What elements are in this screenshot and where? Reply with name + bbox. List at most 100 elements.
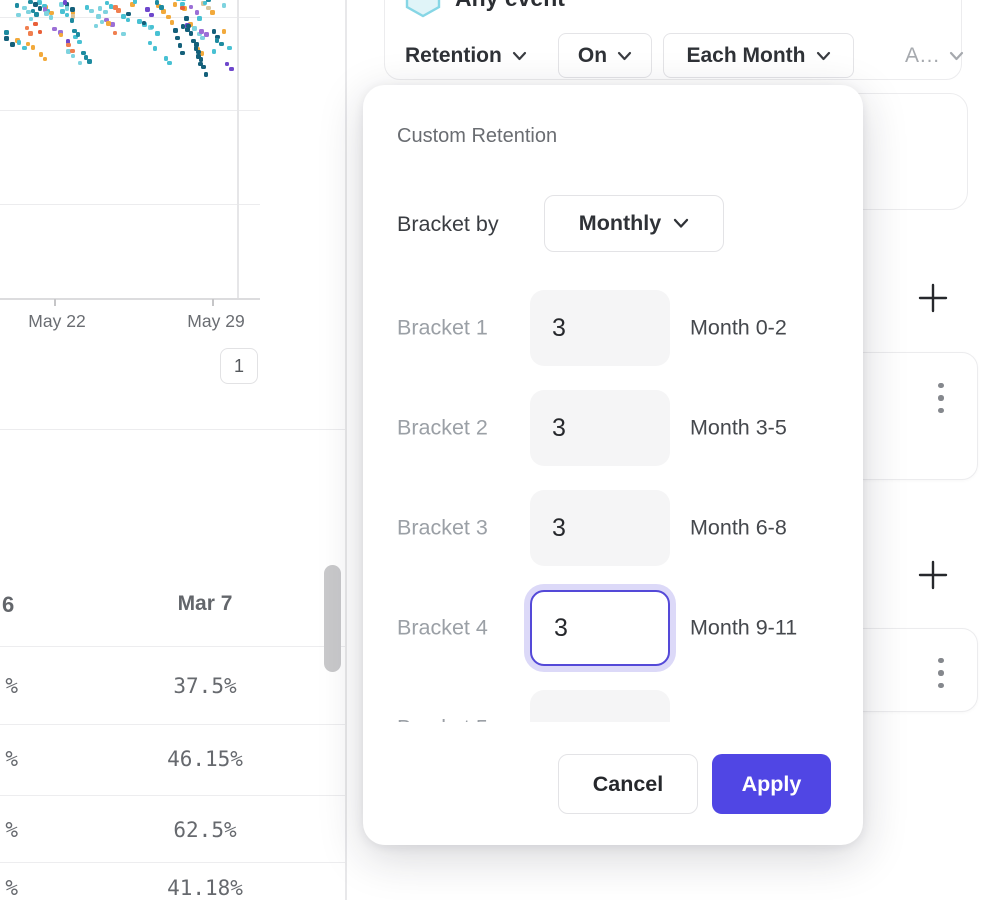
x-axis-tick — [54, 299, 56, 306]
scatter-dot — [145, 7, 150, 12]
chevron-down-icon — [949, 51, 964, 61]
scatter-dot — [96, 13, 101, 19]
scatter-dot — [105, 21, 111, 26]
bracket-label: Bracket 1 — [397, 315, 488, 340]
scatter-dot — [219, 41, 224, 47]
scatter-dot — [177, 43, 183, 48]
scatter-dot — [64, 2, 70, 7]
scatter-dot — [169, 20, 175, 25]
scatter-dot — [224, 61, 230, 67]
scatter-dot — [180, 1, 185, 7]
table-row-separator — [0, 646, 345, 647]
bracket-value-input[interactable] — [530, 690, 670, 722]
scatter-dot — [108, 3, 114, 9]
bracket-row: Bracket 1 Month 0-2 — [363, 290, 863, 366]
vertical-scrollbar-thumb[interactable] — [324, 565, 341, 672]
granularity-dropdown-label: Each Month — [686, 43, 806, 67]
kebab-dot — [938, 658, 944, 664]
truncated-dropdown-label: A… — [905, 44, 941, 67]
bracket-value-input[interactable] — [530, 490, 670, 566]
pagination-page-button[interactable]: 1 — [220, 348, 258, 384]
add-filter-button[interactable] — [916, 281, 950, 315]
section-divider — [0, 429, 345, 430]
scatter-dot — [152, 46, 158, 51]
cancel-button[interactable]: Cancel — [558, 754, 698, 814]
scatter-dot — [112, 5, 118, 10]
scatter-dot — [141, 20, 147, 26]
scatter-dot — [201, 64, 206, 70]
chevron-down-icon — [674, 218, 689, 228]
scatter-dot — [22, 5, 27, 11]
kebab-dot — [938, 407, 944, 413]
scatter-dot — [25, 41, 31, 47]
scatter-dot — [194, 42, 199, 47]
scatter-dot — [203, 32, 209, 37]
chevron-down-icon — [617, 51, 632, 60]
scatter-dot — [121, 31, 126, 37]
scatter-dot — [65, 49, 71, 54]
gridline — [0, 17, 260, 18]
scatter-dot — [132, 0, 138, 4]
scatter-dot — [83, 55, 89, 60]
scatter-dot — [110, 22, 115, 27]
scatter-dot — [191, 38, 196, 44]
scatter-dot — [196, 54, 201, 59]
apply-button[interactable]: Apply — [712, 754, 831, 814]
scatter-dot — [42, 56, 48, 62]
bracket-value-input-focused[interactable] — [530, 590, 670, 666]
scatter-dot — [77, 39, 82, 45]
scatter-dot — [163, 55, 169, 61]
kebab-menu-button[interactable] — [930, 380, 952, 416]
scatter-dot — [188, 31, 194, 36]
measurement-dropdown[interactable]: Retention — [405, 40, 527, 72]
event-selector[interactable]: Any event — [455, 0, 565, 12]
scatter-dot — [202, 0, 208, 6]
scatter-dot — [227, 45, 232, 51]
scatter-dot — [176, 0, 181, 2]
scatter-dot — [99, 19, 105, 25]
bracket-row: Bracket 5 — [363, 690, 863, 722]
kebab-menu-button[interactable] — [930, 655, 952, 691]
measurement-dropdown-label: Retention — [405, 44, 502, 67]
granularity-dropdown[interactable]: Each Month — [663, 33, 854, 78]
scatter-dot — [21, 45, 27, 51]
bracket-value-input[interactable] — [530, 390, 670, 466]
scatter-dot — [197, 31, 202, 37]
scatter-dot — [48, 15, 54, 20]
scatter-dot — [210, 10, 216, 15]
scatter-dot — [89, 8, 95, 14]
scatter-dot — [198, 57, 204, 62]
scatter-dot — [70, 13, 76, 19]
scatter-dot — [188, 4, 194, 10]
bracket-label: Bracket 3 — [397, 515, 488, 540]
scatter-dot — [70, 53, 76, 59]
scatter-dot — [66, 42, 71, 48]
scatter-dot — [180, 50, 185, 56]
table-row-separator — [0, 795, 345, 796]
bracket-value-input[interactable] — [530, 290, 670, 366]
add-filter-button[interactable] — [916, 558, 950, 592]
x-axis-label: May 22 — [28, 311, 86, 331]
scatter-dot — [44, 11, 49, 16]
scatter-dot — [49, 10, 54, 16]
scatter-dot — [199, 51, 205, 57]
gridline — [0, 204, 260, 205]
scatter-dot — [197, 16, 202, 21]
table-cell-fragment: % — [5, 674, 18, 698]
scatter-dot — [33, 2, 38, 7]
on-dropdown[interactable]: On — [558, 33, 652, 78]
scatter-dot — [93, 23, 99, 29]
scatter-dot — [28, 16, 34, 22]
scatter-dot — [137, 19, 143, 24]
scatter-dot — [161, 8, 166, 14]
scatter-dot — [28, 0, 34, 5]
scatter-dot — [37, 6, 43, 11]
truncated-dropdown[interactable]: A… — [905, 40, 964, 72]
scatter-dot — [165, 14, 171, 20]
bracket-row: Bracket 2 Month 3-5 — [363, 390, 863, 466]
scatter-dot — [34, 12, 39, 17]
scatter-dot — [180, 24, 186, 29]
scatter-dot — [154, 31, 160, 36]
bracket-by-dropdown[interactable]: Monthly — [544, 195, 724, 252]
bracket-range-label: Month 6-8 — [690, 515, 787, 540]
